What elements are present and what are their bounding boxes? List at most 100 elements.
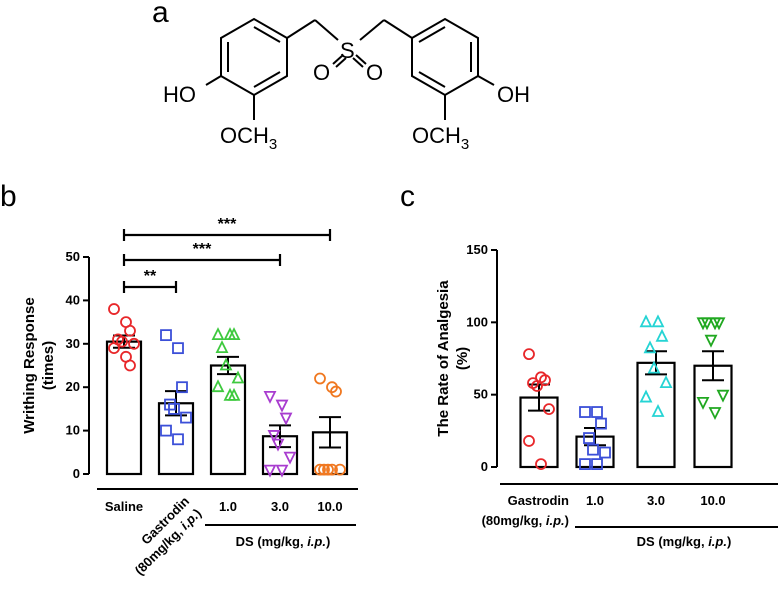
data-point [531,380,543,392]
x-tick-label-gastrodin: Gastrodin [508,493,569,508]
data-point [523,348,535,361]
y-tick-label: 0 [73,466,80,481]
methoxy-right: OCH3 [412,123,469,153]
data-point [227,327,241,341]
data-point [700,317,714,331]
data-point [716,389,730,403]
data-point [655,328,669,342]
y-axis-label-unit: (times) [40,341,57,390]
panel-label-a: a [152,0,169,29]
data-point [160,424,172,437]
data-point [579,406,591,418]
y-tick-label: 40 [66,292,80,307]
data-point [128,337,140,350]
y-tick-label: 0 [481,459,488,474]
y-axis-label: The Rate of Analgesia [435,280,452,437]
data-point [124,359,136,372]
significance-label: *** [193,241,212,258]
data-point [172,433,184,446]
data-point [219,357,233,371]
data-point [639,314,653,328]
panel-label-b: b [0,180,17,213]
x-tick-label: 3.0 [647,493,665,508]
data-point [326,463,338,476]
data-point [704,334,718,348]
data-point [227,387,241,401]
data-point [124,324,136,337]
data-point [314,463,326,476]
data-point [231,370,245,384]
methoxy-left: OCH3 [220,123,277,153]
y-axis-label-unit: (%) [454,347,471,370]
y-tick-label: 150 [466,242,488,257]
data-point [211,327,225,341]
group-label-ds: DS (mg/kg, i.p.) [236,534,331,549]
data-point [587,443,599,456]
group-label-ds: DS (mg/kg, i.p.) [637,534,732,549]
x-tick-label-gastrodin-dose: (80mg/kg, i.p.) [482,513,569,528]
data-point [263,464,277,478]
data-point [275,399,289,413]
significance-label: *** [218,216,237,233]
data-point [279,412,293,426]
y-tick-label: 10 [66,423,80,438]
data-point [176,381,188,394]
data-point [708,407,722,421]
x-tick-label: 3.0 [271,499,289,514]
data-point [108,303,120,315]
oxygen-atom-right: O [366,60,383,85]
data-point [523,435,535,447]
data-point [180,411,192,424]
data-point [322,463,334,476]
x-tick-label-saline: Saline [105,499,143,514]
y-tick-label: 30 [66,336,80,351]
data-point [267,430,281,443]
data-point [579,458,591,471]
data-point [275,464,289,478]
data-point [108,342,120,355]
y-axis-label: Writhing Response [21,297,38,433]
x-tick-label: 10.0 [700,493,725,508]
chart-writhing-response: 0 10 20 30 40 50 Writhing Response (times) Salin… [21,216,358,578]
data-point [160,329,172,342]
data-point [263,390,277,404]
data-point [712,317,726,331]
data-point [543,403,555,416]
data-point [330,385,342,398]
data-point [215,340,229,354]
data-point [583,432,595,444]
data-point [659,375,673,388]
chart-rate-of-analgesia: 0 50 100 150 The Rate of Analgesia (%) Gastrod… [435,242,778,549]
significance-label: ** [144,268,157,285]
data-point [172,342,184,355]
data-point [591,458,603,471]
data-point [647,360,661,374]
y-tick-label: 50 [474,387,488,402]
x-tick-label: 1.0 [586,493,604,508]
hydroxyl-right: OH [497,82,530,107]
bar [636,361,676,469]
data-point [314,372,326,385]
sulfur-atom: S [340,38,355,63]
data-point [535,458,547,471]
data-point [639,389,653,403]
data-point [283,451,297,465]
hydroxyl-left: HO [163,82,196,107]
y-tick-label: 50 [66,249,80,264]
data-point [539,374,551,387]
panel-label-c: c [400,180,415,213]
data-point [168,402,180,415]
data-point [116,335,128,348]
data-point [318,463,330,476]
data-point [696,396,710,410]
x-tick-label: 10.0 [317,499,342,514]
y-tick-label: 100 [466,314,488,329]
y-tick-label: 20 [66,379,80,394]
data-point [599,446,611,459]
data-point [334,463,346,476]
data-point [651,404,665,417]
data-point [595,417,607,430]
data-point [211,379,225,393]
x-tick-label: 1.0 [219,499,237,514]
